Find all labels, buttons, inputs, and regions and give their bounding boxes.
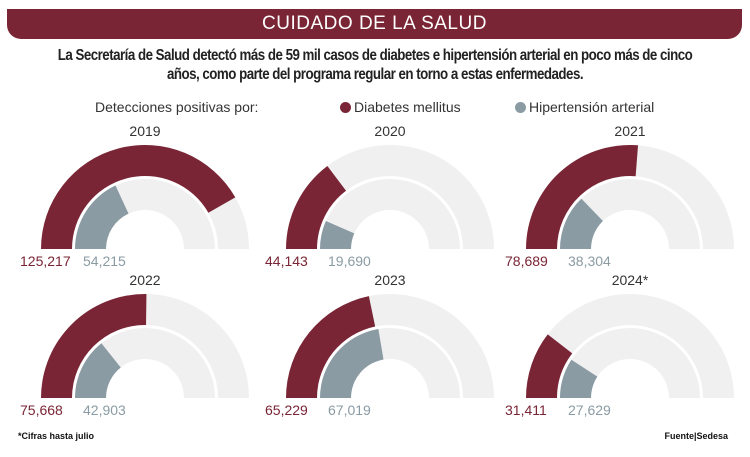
year-label: 2022: [129, 272, 160, 288]
hipertension-arc: [560, 359, 598, 398]
diabetes-arc: [41, 144, 236, 249]
diabetes-arc: [286, 165, 347, 249]
hipertension-value-label: 42,903: [83, 402, 126, 418]
hipertension-value-label: 54,215: [83, 253, 126, 269]
legend-prefix: Detecciones positivas por:: [95, 99, 259, 115]
diabetes-arc: [41, 294, 147, 398]
diabetes-track: [286, 145, 494, 249]
subtitle: La Secretaría de Salud detectó más de 59…: [0, 46, 750, 84]
hipertension-value-label: 19,690: [328, 253, 371, 269]
diabetes-track: [526, 294, 734, 398]
hipertension-arc: [560, 198, 603, 249]
footnote: *Cifras hasta julio: [18, 431, 95, 441]
hipertension-dot-icon: [515, 102, 526, 113]
diabetes-value-label: 125,217: [20, 253, 71, 269]
hipertension-arc: [75, 343, 121, 398]
diabetes-arc: [526, 334, 573, 398]
diabetes-arc: [526, 145, 639, 249]
hipertension-track: [320, 179, 460, 249]
diabetes-value-label: 65,229: [265, 402, 308, 418]
hipertension-value-label: 67,019: [328, 402, 371, 418]
subtitle-line-2: años, como parte del programa regular en…: [166, 66, 584, 83]
hipertension-value-label: 38,304: [568, 253, 611, 269]
diabetes-value-label: 31,411: [505, 402, 547, 418]
legend-hipertension: Hipertensión arterial: [515, 99, 654, 115]
diabetes-dot-icon: [340, 102, 351, 113]
year-label: 2020: [374, 123, 405, 139]
diabetes-arc: [286, 296, 376, 398]
source: Fuente|Sedesa: [664, 431, 728, 441]
hipertension-value-label: 27,629: [568, 402, 611, 418]
diabetes-value-label: 75,668: [20, 402, 63, 418]
subtitle-line-1: La Secretaría de Salud detectó más de 59…: [57, 47, 693, 64]
year-label: 2024*: [612, 272, 649, 288]
hipertension-arc: [320, 328, 384, 398]
hipertension-arc: [320, 220, 355, 249]
title-banner: CUIDADO DE LA SALUD: [7, 9, 742, 39]
hipertension-arc: [75, 185, 129, 249]
legend-diabetes-label: Diabetes mellitus: [354, 99, 461, 115]
year-label: 2023: [374, 272, 405, 288]
year-label: 2019: [129, 123, 160, 139]
legend-hipertension-label: Hipertensión arterial: [529, 99, 655, 115]
diabetes-value-label: 78,689: [505, 253, 548, 269]
legend-diabetes: Diabetes mellitus: [340, 99, 461, 115]
year-label: 2021: [614, 123, 645, 139]
diabetes-value-label: 44,143: [265, 253, 308, 269]
